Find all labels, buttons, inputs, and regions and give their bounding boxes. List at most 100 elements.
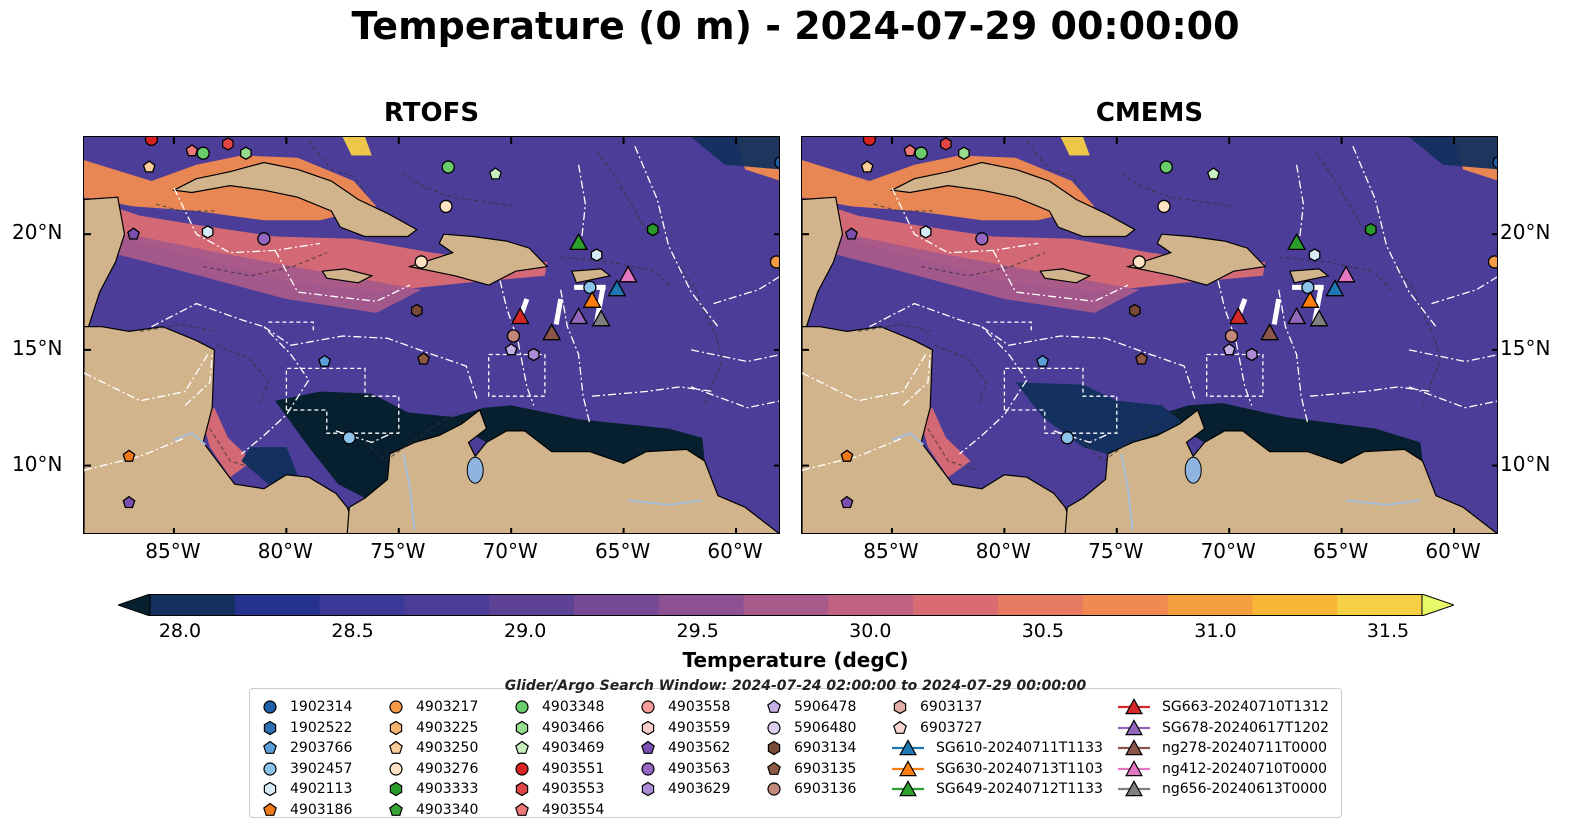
- marker-4903250[interactable]: [860, 160, 874, 173]
- marker-6903134[interactable]: [410, 303, 423, 318]
- eez-boundary: [84, 354, 209, 402]
- marker-4903276[interactable]: [1157, 199, 1171, 214]
- marker-2903766[interactable]: [1036, 354, 1050, 367]
- marker-4903553[interactable]: [940, 137, 952, 151]
- legend-item-ng278-20240711T0000: ng278-20240711T0000: [1116, 738, 1327, 758]
- colorbar-bin: [574, 594, 660, 616]
- legend-item-6903137: 6903137: [890, 697, 982, 717]
- marker-4902113[interactable]: [201, 225, 214, 239]
- marker-4903217[interactable]: [769, 255, 780, 269]
- marker-SG663-20240710T1312[interactable]: [510, 306, 530, 325]
- marker-4902113[interactable]: [919, 225, 932, 239]
- marker-1902314[interactable]: [1492, 156, 1498, 169]
- marker-SG678-20240617T1202[interactable]: [1287, 306, 1307, 325]
- marker-ng412-20240710T0000[interactable]: [1336, 265, 1356, 283]
- marker-4903348[interactable]: [441, 160, 455, 174]
- marker-4903562[interactable]: [840, 495, 854, 509]
- marker-4903554[interactable]: [903, 144, 917, 157]
- marker-4903554[interactable]: [185, 144, 199, 157]
- marker-4903348[interactable]: [196, 146, 210, 160]
- marker-4903186[interactable]: [840, 449, 854, 462]
- marker-SG630-20240713T1103[interactable]: [1300, 290, 1320, 308]
- marker-ng278-20240711T0000[interactable]: [542, 323, 562, 341]
- marker-SG649-20240712T1133[interactable]: [569, 232, 589, 251]
- map-panel-cmems[interactable]: [801, 136, 1498, 534]
- colorbar-extend-low: [118, 594, 151, 616]
- marker-4903551[interactable]: [144, 137, 159, 146]
- eez-boundary: [577, 164, 587, 246]
- marker-4903348[interactable]: [914, 146, 928, 160]
- marker-6903135[interactable]: [417, 352, 430, 365]
- marker-6903136[interactable]: [1224, 329, 1239, 343]
- marker-4903551[interactable]: [862, 137, 877, 146]
- colorbar-bin: [319, 594, 405, 616]
- marker-4903250[interactable]: [142, 160, 156, 173]
- marker-4903276[interactable]: [414, 255, 428, 269]
- marker-3902457[interactable]: [342, 431, 356, 445]
- marker-4903469[interactable]: [1206, 167, 1220, 180]
- marker-4903348[interactable]: [1159, 160, 1173, 174]
- legend-swatch: [263, 761, 277, 776]
- marker-4903469[interactable]: [488, 167, 502, 180]
- eez-boundary: [713, 276, 779, 305]
- marker-4903186[interactable]: [122, 449, 136, 462]
- temperature-field: [691, 137, 779, 170]
- colorbar-tick-label: 30.5: [1021, 620, 1064, 642]
- marker-4903629[interactable]: [1245, 347, 1258, 362]
- colorbar-bin: [743, 594, 829, 616]
- marker-6903135[interactable]: [1135, 352, 1148, 365]
- marker-1902314[interactable]: [774, 156, 780, 169]
- legend-item-1902522: 1902522: [260, 718, 352, 738]
- marker-3902457[interactable]: [1301, 280, 1315, 295]
- legend-label: 4903629: [668, 781, 731, 797]
- marker-4903333[interactable]: [1364, 222, 1377, 237]
- marker-4903563[interactable]: [975, 232, 989, 246]
- marker-ng278-20240711T0000[interactable]: [1260, 323, 1280, 341]
- eez-boundary: [274, 250, 411, 302]
- marker-SG678-20240617T1202[interactable]: [569, 306, 589, 325]
- marker-5906478[interactable]: [504, 343, 518, 356]
- marker-4903563[interactable]: [257, 232, 271, 246]
- marker-4903466[interactable]: [240, 146, 252, 160]
- marker-SG649-20240712T1133[interactable]: [1287, 232, 1307, 251]
- colorbar-tick-label: 28.5: [331, 620, 374, 642]
- eez-boundary: [992, 250, 1129, 302]
- temperature-field: [802, 234, 1140, 313]
- marker-4902113[interactable]: [1308, 248, 1321, 262]
- marker-SG630-20240713T1103[interactable]: [582, 290, 602, 308]
- marker-4903276[interactable]: [439, 199, 453, 214]
- marker-ng656-20240613T0000[interactable]: [591, 309, 611, 327]
- marker-SG610-20240711T1133[interactable]: [1325, 279, 1345, 297]
- legend-item-SG663-20240710T1312: SG663-20240710T1312: [1116, 697, 1329, 717]
- marker-ng656-20240613T0000[interactable]: [1309, 309, 1329, 327]
- marker-SG663-20240710T1312[interactable]: [1228, 306, 1248, 325]
- marker-3902457[interactable]: [583, 280, 597, 295]
- marker-5906478[interactable]: [1222, 343, 1236, 356]
- marker-3902457[interactable]: [1060, 431, 1074, 445]
- marker-6903134[interactable]: [1128, 303, 1141, 318]
- land-puertorico: [571, 268, 612, 284]
- marker-4902113[interactable]: [590, 248, 603, 262]
- marker-4903562[interactable]: [845, 227, 858, 240]
- marker-4903276[interactable]: [1132, 255, 1146, 269]
- marker-4903333[interactable]: [646, 222, 659, 237]
- colorbar-bin: [1082, 594, 1169, 616]
- temperature-field: [918, 407, 971, 478]
- marker-4903629[interactable]: [527, 347, 540, 362]
- legend-swatch: [767, 720, 781, 735]
- legend-swatch: [767, 761, 781, 775]
- marker-SG610-20240711T1133[interactable]: [607, 279, 627, 297]
- marker-2903766[interactable]: [318, 354, 332, 367]
- marker-6903136[interactable]: [506, 329, 521, 343]
- marker-4903466[interactable]: [958, 146, 970, 160]
- eez-boundary: [690, 386, 779, 409]
- colorbar-tick-label: 31.0: [1194, 620, 1237, 642]
- marker-4903217[interactable]: [1487, 255, 1498, 269]
- legend-item-SG610-20240711T1133: SG610-20240711T1133: [890, 738, 1103, 758]
- marker-4903553[interactable]: [222, 137, 234, 151]
- legend-label: 6903134: [794, 740, 857, 756]
- marker-4903562[interactable]: [127, 227, 140, 240]
- marker-ng412-20240710T0000[interactable]: [618, 265, 638, 283]
- marker-4903562[interactable]: [122, 495, 136, 509]
- map-panel-rtofs[interactable]: [83, 136, 780, 534]
